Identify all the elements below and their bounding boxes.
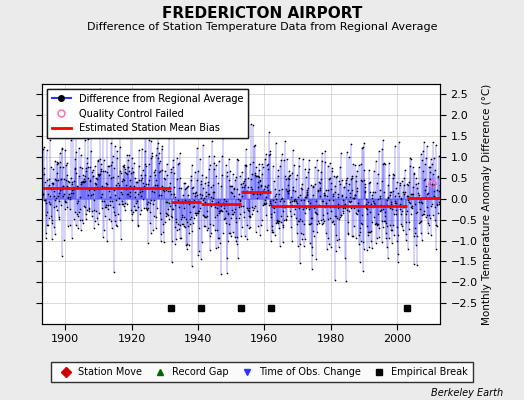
Text: Difference of Station Temperature Data from Regional Average: Difference of Station Temperature Data f… [87,22,437,32]
Text: FREDERICTON AIRPORT: FREDERICTON AIRPORT [162,6,362,21]
Y-axis label: Monthly Temperature Anomaly Difference (°C): Monthly Temperature Anomaly Difference (… [482,83,492,325]
Legend: Difference from Regional Average, Quality Control Failed, Estimated Station Mean: Difference from Regional Average, Qualit… [47,89,248,138]
Text: Berkeley Earth: Berkeley Earth [431,388,503,398]
Legend: Station Move, Record Gap, Time of Obs. Change, Empirical Break: Station Move, Record Gap, Time of Obs. C… [51,362,473,382]
